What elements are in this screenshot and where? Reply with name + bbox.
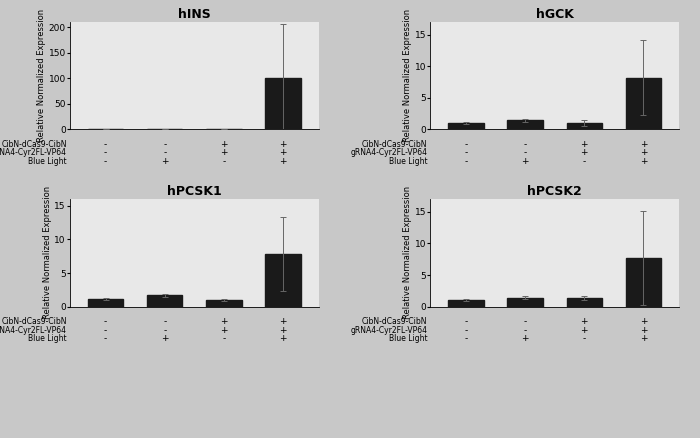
Text: -: -	[524, 317, 526, 326]
Text: -: -	[223, 334, 225, 343]
Bar	[448, 300, 484, 307]
Text: +: +	[580, 326, 588, 335]
Bar	[508, 298, 543, 307]
Text: +: +	[220, 140, 228, 149]
Title: hPCSK1: hPCSK1	[167, 185, 222, 198]
Text: -: -	[464, 326, 468, 335]
Bar	[448, 123, 484, 129]
Text: +: +	[220, 326, 228, 335]
Text: +: +	[640, 148, 648, 158]
Text: -: -	[582, 157, 586, 166]
Text: +: +	[161, 334, 169, 343]
Title: hGCK: hGCK	[536, 8, 574, 21]
Text: +: +	[279, 148, 287, 158]
Text: -: -	[104, 326, 107, 335]
Text: gRNA4-Cyr2FL-VP64: gRNA4-Cyr2FL-VP64	[351, 148, 428, 158]
Text: -: -	[163, 148, 167, 158]
Bar	[88, 299, 123, 307]
Text: +: +	[279, 334, 287, 343]
Text: -: -	[104, 317, 107, 326]
Text: +: +	[220, 317, 228, 326]
Title: hINS: hINS	[178, 8, 211, 21]
Text: -: -	[464, 334, 468, 343]
Bar	[566, 123, 602, 129]
Text: gRNA4-Cyr2FL-VP64: gRNA4-Cyr2FL-VP64	[0, 326, 67, 335]
Bar	[626, 258, 662, 307]
Text: +: +	[580, 148, 588, 158]
Text: -: -	[104, 140, 107, 149]
Text: gRNA4-Cyr2FL-VP64: gRNA4-Cyr2FL-VP64	[351, 326, 428, 335]
Text: +: +	[522, 157, 529, 166]
Y-axis label: Relative Normalized Expression: Relative Normalized Expression	[403, 9, 412, 142]
Bar	[508, 120, 543, 129]
Text: -: -	[464, 157, 468, 166]
Bar	[626, 78, 662, 129]
Text: -: -	[163, 140, 167, 149]
Text: -: -	[104, 148, 107, 158]
Text: -: -	[524, 148, 526, 158]
Text: +: +	[220, 148, 228, 158]
Bar	[206, 300, 241, 307]
Text: -: -	[524, 140, 526, 149]
Bar	[265, 78, 301, 129]
Text: +: +	[279, 317, 287, 326]
Text: CibN-dCas9-CibN: CibN-dCas9-CibN	[1, 317, 67, 326]
Text: -: -	[223, 157, 225, 166]
Text: CibN-dCas9-CibN: CibN-dCas9-CibN	[362, 140, 428, 149]
Text: +: +	[640, 157, 648, 166]
Title: hPCSK2: hPCSK2	[527, 185, 582, 198]
Text: +: +	[640, 140, 648, 149]
Text: -: -	[104, 157, 107, 166]
Bar	[265, 254, 301, 307]
Text: CibN-dCas9-CibN: CibN-dCas9-CibN	[362, 317, 428, 326]
Text: +: +	[279, 140, 287, 149]
Y-axis label: Relative Normalized Expression: Relative Normalized Expression	[37, 9, 46, 142]
Text: -: -	[582, 334, 586, 343]
Text: -: -	[163, 326, 167, 335]
Text: +: +	[522, 334, 529, 343]
Text: -: -	[464, 317, 468, 326]
Bar	[566, 298, 602, 307]
Y-axis label: Relative Normalized Expression: Relative Normalized Expression	[403, 186, 412, 319]
Text: +: +	[640, 317, 648, 326]
Text: -: -	[163, 317, 167, 326]
Text: +: +	[279, 326, 287, 335]
Text: -: -	[524, 326, 526, 335]
Text: +: +	[640, 326, 648, 335]
Text: gRNA4-Cyr2FL-VP64: gRNA4-Cyr2FL-VP64	[0, 148, 67, 158]
Y-axis label: Relative Normalized Expression: Relative Normalized Expression	[43, 186, 52, 319]
Text: +: +	[161, 157, 169, 166]
Bar	[147, 295, 183, 307]
Text: +: +	[279, 157, 287, 166]
Text: Blue Light: Blue Light	[29, 334, 67, 343]
Text: Blue Light: Blue Light	[389, 334, 428, 343]
Text: CibN-dCas9-CibN: CibN-dCas9-CibN	[1, 140, 67, 149]
Text: -: -	[464, 148, 468, 158]
Text: Blue Light: Blue Light	[389, 157, 428, 166]
Text: +: +	[580, 140, 588, 149]
Text: -: -	[104, 334, 107, 343]
Text: +: +	[640, 334, 648, 343]
Text: Blue Light: Blue Light	[29, 157, 67, 166]
Text: -: -	[464, 140, 468, 149]
Text: +: +	[580, 317, 588, 326]
